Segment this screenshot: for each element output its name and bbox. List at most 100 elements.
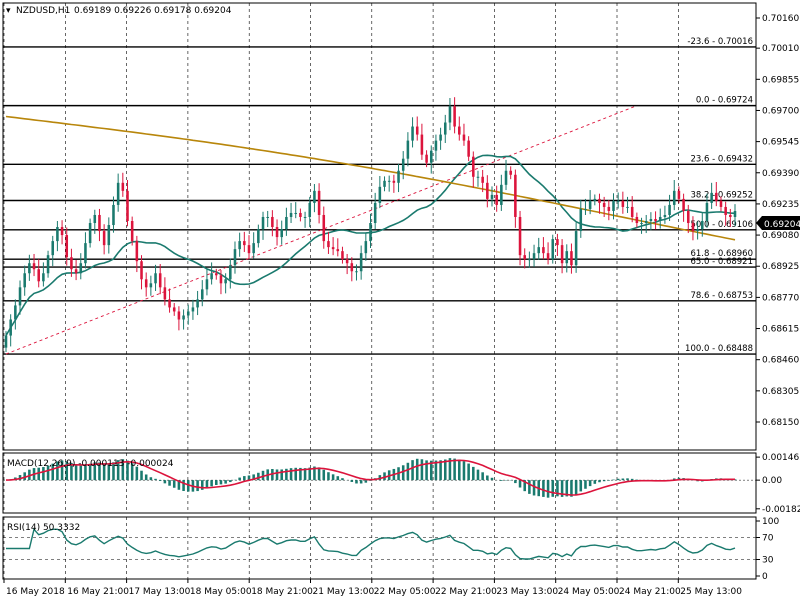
- candle-body: [626, 206, 629, 208]
- candle-body: [500, 184, 503, 205]
- candle: [261, 211, 265, 240]
- candle-body: [654, 218, 657, 222]
- candle-body: [177, 311, 181, 320]
- candle-body: [570, 251, 573, 266]
- candle: [467, 136, 470, 162]
- candle: [654, 211, 657, 230]
- time-tick-label: 22 May 21:00: [435, 587, 497, 597]
- candle: [682, 193, 685, 222]
- candle: [658, 208, 662, 229]
- symbol-arrow-icon: ▾: [6, 6, 11, 16]
- candle-body: [486, 182, 489, 199]
- candlesticks[interactable]: [4, 97, 737, 353]
- candle: [406, 132, 410, 167]
- current-price-tag: 0.69204: [756, 216, 800, 230]
- candle: [299, 208, 302, 222]
- candle: [98, 208, 101, 242]
- candle-body: [37, 269, 40, 282]
- candle-body: [476, 176, 480, 178]
- price-tick-label: 0.69080: [762, 231, 799, 241]
- candle-body: [448, 106, 452, 123]
- candle: [285, 207, 288, 236]
- candle-body: [285, 216, 288, 230]
- rsi-tick-label: 100: [762, 517, 779, 527]
- candle-body: [509, 170, 512, 175]
- candle-body: [383, 180, 386, 187]
- candle-body: [691, 223, 695, 232]
- candle: [313, 184, 316, 213]
- candle: [392, 174, 396, 193]
- candle: [401, 151, 405, 180]
- rsi-tick-label: 30: [762, 556, 774, 566]
- candle: [112, 196, 115, 233]
- candle: [308, 196, 312, 228]
- candle-body: [79, 263, 83, 274]
- candle-body: [140, 261, 143, 280]
- candle: [229, 258, 232, 289]
- candle: [565, 244, 569, 273]
- candle-body: [542, 247, 545, 254]
- candle-body: [616, 200, 620, 202]
- candle-body: [322, 214, 326, 242]
- candle: [677, 186, 681, 204]
- candle-body: [481, 176, 484, 183]
- candle-body: [205, 279, 209, 290]
- candle-body: [490, 194, 494, 199]
- candle-body: [4, 335, 8, 348]
- macd-pane-frame: [2, 452, 757, 514]
- candle-body: [472, 156, 475, 177]
- candle: [490, 186, 494, 207]
- candle: [686, 204, 690, 234]
- candle: [28, 254, 31, 281]
- macd-label: MACD(12,26,9) -0.000113 -0.000024: [7, 459, 174, 469]
- candle: [177, 306, 181, 331]
- fibonacci-levels[interactable]: -23.6 - 0.70016 0.0 - 0.69724 23.6 - 0.694…: [3, 37, 756, 355]
- time-tick-label: 24 May 05:00: [558, 587, 620, 597]
- candle-body: [658, 216, 662, 222]
- candle: [616, 192, 620, 209]
- candle: [518, 210, 522, 266]
- candle-body: [126, 190, 129, 222]
- candle: [528, 251, 531, 268]
- candle: [472, 151, 475, 188]
- candle-body: [719, 200, 723, 207]
- candle-body: [210, 273, 213, 280]
- candle-body: [598, 198, 601, 203]
- candle: [271, 210, 274, 237]
- candle: [252, 232, 255, 259]
- candle-body: [186, 311, 190, 316]
- candle: [542, 237, 545, 260]
- rsi-tick-label: 70: [762, 534, 774, 544]
- candle: [626, 196, 629, 213]
- candle: [598, 193, 601, 214]
- price-tick-label: 0.69545: [762, 138, 799, 148]
- candle: [168, 288, 171, 313]
- candle: [584, 198, 587, 215]
- candle-body: [364, 241, 368, 254]
- candle-body: [191, 307, 195, 312]
- candle: [649, 212, 653, 231]
- candle-body: [467, 140, 470, 157]
- candle-body: [392, 180, 396, 183]
- candle-body: [252, 243, 255, 254]
- price-tick-label: 0.68770: [762, 293, 799, 303]
- candle-body: [303, 216, 307, 218]
- candle-body: [458, 126, 461, 135]
- fibonacci-trendline[interactable]: [5, 105, 638, 355]
- candle-body: [331, 247, 335, 250]
- candle: [327, 231, 330, 254]
- macd-tick-label: 0.00: [762, 476, 782, 486]
- candle-body: [224, 279, 227, 284]
- candle: [668, 194, 671, 222]
- candle-body: [672, 190, 676, 205]
- rsi-tick-label: 0: [762, 572, 768, 582]
- candle-body: [196, 299, 199, 308]
- candle-body: [355, 271, 358, 273]
- price-tick-label: 0.69700: [762, 106, 799, 116]
- candle-body: [378, 186, 382, 203]
- candle-body: [556, 239, 559, 246]
- candle: [32, 253, 36, 277]
- candle-body: [729, 214, 732, 217]
- price-tick-label: 0.69390: [762, 169, 799, 179]
